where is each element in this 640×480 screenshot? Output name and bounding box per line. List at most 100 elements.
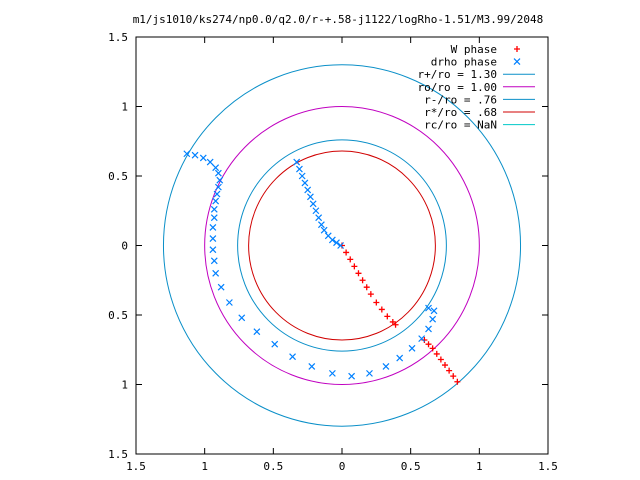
w-phase-point — [446, 367, 453, 374]
drho-phase-point — [212, 164, 220, 172]
y-tick-label: 0.5 — [108, 170, 128, 183]
w-phase-point — [347, 256, 354, 263]
drho-phase-point — [214, 169, 222, 177]
circle-2 — [237, 139, 447, 352]
circle-1 — [204, 106, 480, 385]
drho-phase-point — [238, 314, 246, 322]
w-phase-point — [384, 313, 391, 320]
drho-phase-point — [320, 226, 328, 234]
y-tick-label: 1.5 — [108, 448, 128, 461]
x-tick-label: 0 — [339, 460, 346, 473]
drho-phase-point — [308, 363, 316, 370]
drho-phase-point — [199, 154, 207, 162]
w-phase-point — [433, 350, 440, 357]
legend-label: W phase — [451, 43, 497, 56]
w-phase-point — [437, 356, 444, 363]
drho-phase-point — [213, 190, 221, 198]
legend-marker — [513, 58, 521, 66]
legend-label: r-/ro = .76 — [424, 93, 497, 106]
x-tick-label: 0.5 — [263, 460, 283, 473]
drho-phase-point — [366, 369, 373, 377]
legend-marker — [514, 46, 520, 52]
w-phase-point — [429, 345, 436, 352]
drho-phase-point — [253, 328, 261, 336]
x-tick-label: 1 — [201, 460, 208, 473]
drho-phase-point — [209, 246, 217, 254]
drho-phase-point — [289, 353, 296, 361]
drho-phase-point — [298, 172, 306, 180]
x-tick-label: 1.5 — [126, 460, 146, 473]
x-tick-label: 1 — [476, 460, 483, 473]
y-tick-label: 0 — [121, 240, 128, 253]
w-phase-point — [355, 270, 362, 277]
w-phase-point — [367, 291, 374, 298]
drho-phase-point — [425, 325, 432, 333]
x-tick-label: 1.5 — [538, 460, 558, 473]
drho-phase-point — [348, 372, 356, 380]
drho-phase-point — [210, 257, 218, 265]
drho-phase-point — [315, 214, 323, 222]
w-phase-point — [425, 341, 432, 348]
drho-phase-point — [191, 151, 199, 159]
drho-phase-point — [396, 354, 404, 362]
drho-phase-point — [425, 304, 432, 312]
chart-title: m1/js1010/ks274/np0.0/q2.0/r-+.58-j1122/… — [133, 13, 544, 26]
drho-phase-point — [337, 242, 345, 249]
circle-0 — [162, 64, 522, 427]
y-tick-label: 1 — [121, 379, 128, 392]
legend-label: r+/ro = 1.30 — [418, 68, 497, 81]
w-phase-point — [351, 263, 358, 270]
w-phase-point — [363, 284, 370, 291]
points-layer — [183, 150, 461, 385]
drho-phase-point — [306, 193, 314, 201]
drho-phase-point — [271, 340, 279, 348]
drho-phase-point — [304, 186, 312, 194]
drho-phase-point — [209, 235, 217, 242]
w-phase-point — [392, 321, 399, 328]
drho-phase-point — [293, 158, 301, 166]
drho-phase-point — [210, 214, 218, 222]
drho-phase-point — [333, 239, 340, 247]
legend-label: rc/ro = NaN — [424, 119, 497, 132]
drho-phase-point — [328, 369, 336, 377]
y-tick-label: 0.5 — [108, 309, 128, 322]
drho-phase-point — [217, 283, 225, 291]
w-phase-point — [450, 373, 457, 380]
drho-phase-point — [206, 158, 214, 166]
drho-phase-point — [216, 176, 224, 184]
drho-phase-point — [312, 207, 320, 215]
series-1 — [183, 150, 438, 380]
drho-phase-point — [225, 299, 233, 306]
drho-phase-point — [429, 315, 437, 323]
drho-phase-point — [210, 205, 218, 213]
w-phase-point — [454, 378, 461, 385]
w-phase-point — [359, 277, 366, 284]
drho-phase-point — [209, 224, 217, 231]
w-phase-point — [343, 249, 350, 256]
drho-phase-point — [214, 183, 222, 191]
circles-layer — [162, 64, 522, 427]
circle-3 — [248, 150, 436, 341]
legend-label: ro/ro = 1.00 — [418, 81, 497, 94]
drho-phase-point — [408, 344, 416, 352]
series-0 — [339, 242, 461, 385]
drho-phase-point — [212, 197, 220, 205]
w-phase-point — [378, 306, 385, 313]
w-phase-point — [389, 318, 396, 325]
drho-phase-point — [309, 200, 317, 208]
drho-phase-point — [212, 269, 220, 277]
drho-phase-point — [328, 236, 336, 244]
legend-label: r*/ro = .68 — [424, 106, 497, 119]
drho-phase-point — [183, 150, 191, 158]
drho-phase-point — [430, 307, 438, 315]
w-phase-point — [373, 299, 380, 306]
drho-phase-point — [301, 179, 309, 187]
legend-label: drho phase — [431, 56, 497, 69]
w-phase-point — [442, 362, 448, 369]
x-tick-label: 0.5 — [401, 460, 421, 473]
drho-phase-point — [317, 221, 325, 229]
drho-phase-point — [418, 335, 426, 343]
